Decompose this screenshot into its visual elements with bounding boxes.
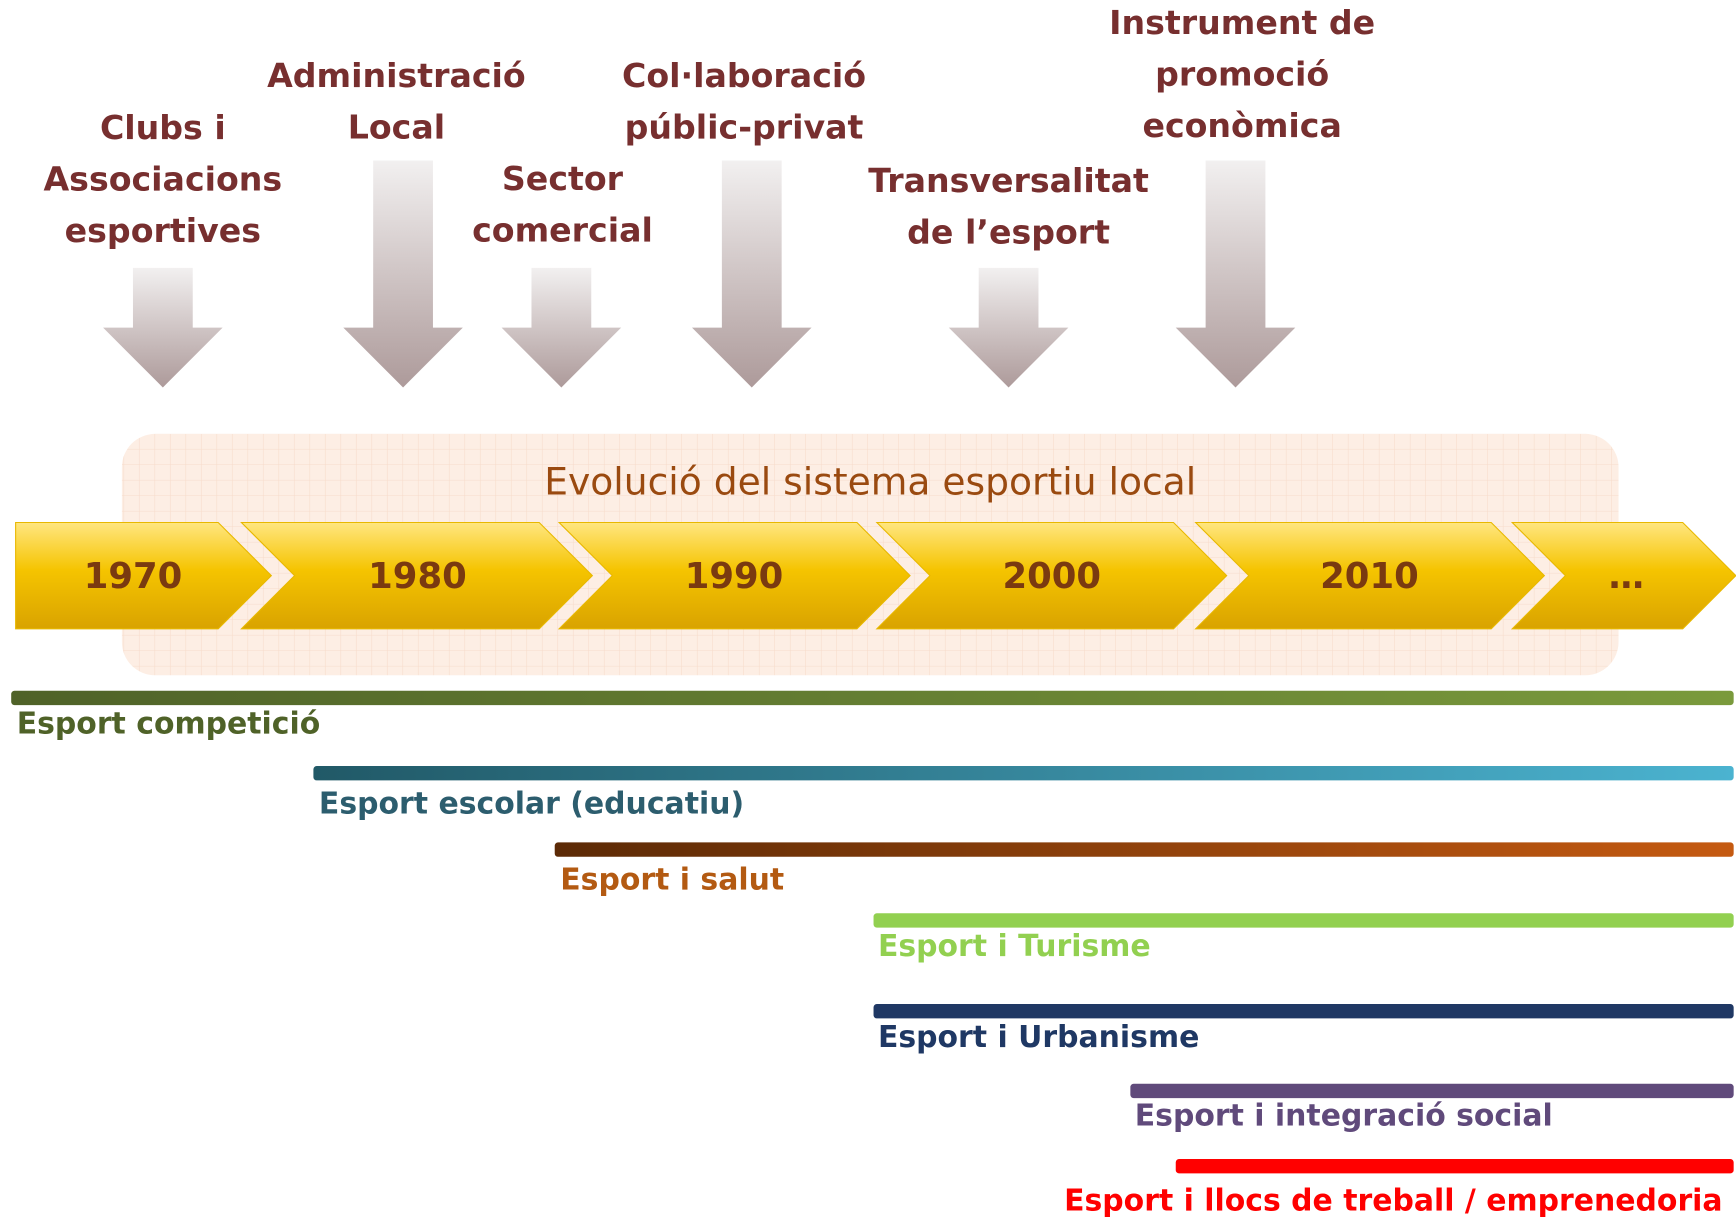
chevron — [1510, 521, 1736, 630]
actor-label: Col·laboració — [622, 56, 866, 95]
arrow — [343, 160, 463, 388]
arrow — [691, 160, 812, 388]
actor-label: Clubs i — [100, 108, 226, 147]
theme-label: Esport competició — [17, 707, 321, 742]
period-label: 1990 — [685, 556, 784, 597]
actor-label: Instrument de — [1109, 3, 1375, 42]
theme-bar — [313, 766, 1734, 781]
theme-bar — [11, 690, 1734, 706]
arrow — [948, 267, 1069, 388]
chevron — [1194, 521, 1546, 630]
arrow — [1175, 160, 1296, 388]
theme-label: Esport i integració social — [1135, 1098, 1553, 1133]
actor-label: de l’esport — [907, 213, 1110, 252]
theme-bar — [873, 1004, 1734, 1019]
period-label: 1970 — [84, 556, 183, 597]
actor-label: Administració — [267, 56, 526, 95]
theme-label: Esport i Turisme — [878, 929, 1151, 964]
arrow — [103, 267, 223, 388]
actor-label: públic-privat — [625, 107, 864, 146]
chevron — [240, 521, 594, 630]
actor-label: Associacions — [44, 159, 283, 198]
actor-label: esportives — [65, 211, 261, 250]
period-label: 2000 — [1002, 556, 1101, 597]
period-label: … — [1609, 556, 1644, 597]
actor-label: Transversalitat — [868, 161, 1149, 200]
chevron — [557, 521, 911, 630]
chevron — [15, 521, 273, 630]
arrow — [501, 267, 622, 388]
theme-bar — [554, 842, 1734, 857]
actor-label: promoció — [1155, 54, 1329, 93]
theme-bar — [1130, 1083, 1734, 1099]
actor-label: econòmica — [1142, 106, 1341, 145]
period-label: 2010 — [1320, 556, 1419, 597]
period-label: 1980 — [368, 556, 467, 597]
actor-label: Local — [348, 107, 445, 146]
actor-label: comercial — [472, 210, 653, 249]
timeline-title: Evolució del sistema esportiu local — [544, 459, 1196, 503]
theme-bar — [1175, 1159, 1734, 1174]
chevron — [875, 521, 1228, 630]
actor-label: Sector — [502, 159, 624, 198]
theme-label: Esport i llocs de treball / emprenedoria — [1064, 1184, 1722, 1219]
theme-label: Esport i salut — [560, 863, 784, 898]
theme-label: Esport escolar (educatiu) — [319, 786, 744, 821]
theme-bar — [873, 913, 1734, 928]
theme-label: Esport i Urbanisme — [878, 1020, 1199, 1055]
